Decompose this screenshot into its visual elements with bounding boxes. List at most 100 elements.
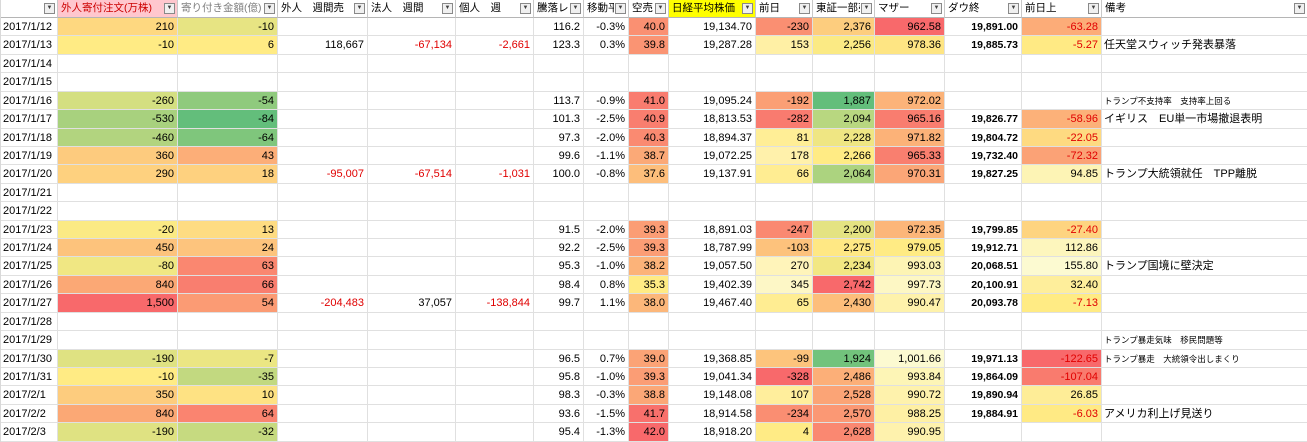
cell-dow[interactable]: 19,912.71 — [945, 239, 1022, 258]
cell-corp_week[interactable] — [368, 54, 456, 74]
cell-corp_week[interactable] — [368, 73, 456, 92]
cell-note[interactable]: トランプ国境に壁決定 — [1102, 257, 1307, 276]
cell-indiv_week[interactable] — [456, 54, 534, 74]
cell-date[interactable]: 2017/1/16 — [1, 91, 58, 111]
cell-amount[interactable]: 63 — [178, 257, 278, 276]
cell-foreign[interactable]: 840 — [58, 404, 178, 424]
cell-ma[interactable]: -1.0% — [584, 368, 629, 387]
cell-short[interactable] — [629, 54, 669, 74]
cell-indiv_week[interactable]: -1,031 — [456, 165, 534, 184]
cell-foreign_week[interactable]: -95,007 — [278, 165, 368, 184]
cell-foreign_week[interactable] — [278, 349, 368, 369]
cell-ma[interactable] — [584, 54, 629, 74]
cell-dow[interactable]: 19,799.85 — [945, 220, 1022, 240]
header-cell-short[interactable]: 空売比▼ — [629, 0, 669, 18]
cell-ma[interactable]: 1.1% — [584, 294, 629, 313]
cell-nikkei[interactable]: 19,095.24 — [669, 91, 756, 111]
cell-dow[interactable] — [945, 73, 1022, 92]
cell-dow[interactable] — [945, 331, 1022, 350]
cell-date[interactable]: 2017/1/13 — [1, 36, 58, 55]
cell-foreign[interactable] — [58, 331, 178, 350]
cell-indiv_week[interactable] — [456, 73, 534, 92]
cell-ratio[interactable]: 113.7 — [534, 91, 584, 111]
cell-foreign_week[interactable]: 118,667 — [278, 36, 368, 55]
cell-short[interactable]: 39.3 — [629, 368, 669, 387]
cell-nikkei[interactable]: 19,041.34 — [669, 368, 756, 387]
cell-date[interactable]: 2017/2/3 — [1, 423, 58, 442]
cell-prev_day[interactable]: -328 — [756, 368, 813, 387]
cell-ma[interactable] — [584, 183, 629, 203]
cell-prev_day[interactable]: -234 — [756, 404, 813, 424]
cell-mothers[interactable]: 979.05 — [875, 239, 945, 258]
cell-ratio[interactable]: 91.5 — [534, 220, 584, 240]
cell-date[interactable]: 2017/1/14 — [1, 54, 58, 74]
cell-ratio[interactable]: 100.0 — [534, 165, 584, 184]
cell-dow[interactable] — [945, 312, 1022, 332]
cell-amount[interactable]: 10 — [178, 386, 278, 405]
cell-nikkei[interactable]: 19,467.40 — [669, 294, 756, 313]
cell-nikkei[interactable]: 19,368.85 — [669, 349, 756, 369]
cell-dow[interactable]: 19,885.73 — [945, 36, 1022, 55]
cell-short[interactable]: 38.7 — [629, 146, 669, 166]
cell-nikkei[interactable] — [669, 73, 756, 92]
cell-mothers[interactable]: 971.82 — [875, 128, 945, 147]
cell-ratio[interactable]: 95.3 — [534, 257, 584, 276]
cell-indiv_week[interactable] — [456, 404, 534, 424]
cell-mothers[interactable] — [875, 331, 945, 350]
cell-amount[interactable]: 13 — [178, 220, 278, 240]
header-cell-amount[interactable]: 寄り付き金額(億) ▼ — [178, 0, 278, 18]
cell-amount[interactable] — [178, 54, 278, 74]
cell-indiv_week[interactable] — [456, 257, 534, 276]
cell-foreign[interactable] — [58, 202, 178, 221]
cell-foreign_week[interactable] — [278, 404, 368, 424]
cell-foreign[interactable] — [58, 312, 178, 332]
cell-foreign[interactable]: 1,500 — [58, 294, 178, 313]
cell-corp_week[interactable] — [368, 18, 456, 37]
header-cell-dow_prev[interactable]: 前日上 ▼ — [1022, 0, 1102, 18]
cell-indiv_week[interactable] — [456, 312, 534, 332]
cell-dow_prev[interactable] — [1022, 423, 1102, 442]
cell-indiv_week[interactable] — [456, 18, 534, 37]
cell-dow[interactable]: 19,826.77 — [945, 110, 1022, 129]
cell-corp_week[interactable] — [368, 257, 456, 276]
cell-note[interactable] — [1102, 239, 1307, 258]
cell-foreign_week[interactable] — [278, 18, 368, 37]
cell-mothers[interactable]: 990.72 — [875, 386, 945, 405]
cell-mothers[interactable]: 988.25 — [875, 404, 945, 424]
cell-tse[interactable] — [813, 312, 875, 332]
cell-indiv_week[interactable] — [456, 110, 534, 129]
cell-prev_day[interactable] — [756, 312, 813, 332]
cell-ratio[interactable]: 99.7 — [534, 294, 584, 313]
cell-ma[interactable]: 0.7% — [584, 349, 629, 369]
cell-foreign_week[interactable] — [278, 312, 368, 332]
cell-note[interactable] — [1102, 294, 1307, 313]
cell-foreign[interactable]: -190 — [58, 349, 178, 369]
cell-dow_prev[interactable]: 112.86 — [1022, 239, 1102, 258]
cell-dow_prev[interactable] — [1022, 183, 1102, 203]
cell-mothers[interactable]: 993.84 — [875, 368, 945, 387]
cell-ma[interactable]: -0.8% — [584, 165, 629, 184]
cell-date[interactable]: 2017/1/28 — [1, 312, 58, 332]
filter-dropdown-icon[interactable]: ▼ — [1008, 3, 1019, 14]
cell-dow_prev[interactable] — [1022, 202, 1102, 221]
cell-nikkei[interactable]: 19,134.70 — [669, 18, 756, 37]
cell-foreign_week[interactable] — [278, 91, 368, 111]
cell-prev_day[interactable]: 107 — [756, 386, 813, 405]
cell-short[interactable]: 39.0 — [629, 349, 669, 369]
cell-corp_week[interactable] — [368, 220, 456, 240]
cell-ratio[interactable]: 116.2 — [534, 18, 584, 37]
cell-ratio[interactable]: 95.4 — [534, 423, 584, 442]
cell-date[interactable]: 2017/2/2 — [1, 404, 58, 424]
cell-mothers[interactable]: 970.31 — [875, 165, 945, 184]
cell-date[interactable]: 2017/1/25 — [1, 257, 58, 276]
filter-dropdown-icon[interactable]: ▼ — [442, 3, 453, 14]
filter-dropdown-icon[interactable]: ▼ — [1294, 3, 1305, 14]
cell-nikkei[interactable]: 18,787.99 — [669, 239, 756, 258]
cell-corp_week[interactable] — [368, 275, 456, 295]
cell-ratio[interactable]: 98.4 — [534, 275, 584, 295]
cell-amount[interactable]: 18 — [178, 165, 278, 184]
cell-corp_week[interactable] — [368, 110, 456, 129]
cell-mothers[interactable] — [875, 54, 945, 74]
cell-prev_day[interactable] — [756, 183, 813, 203]
filter-dropdown-icon[interactable]: ▼ — [1088, 3, 1099, 14]
